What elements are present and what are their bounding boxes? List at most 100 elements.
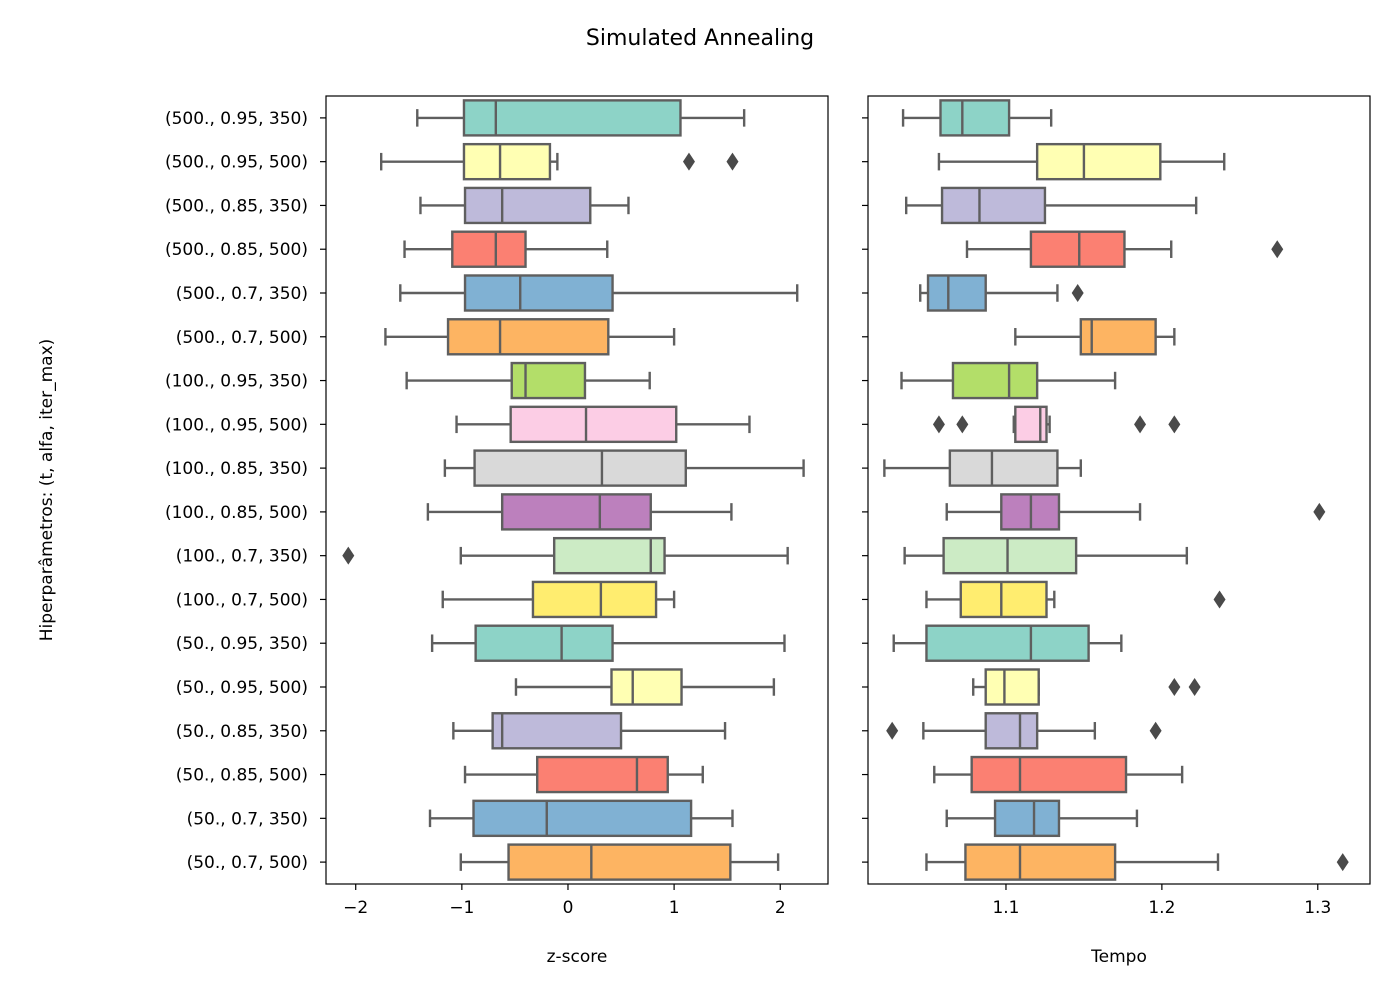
- iqr-box: [473, 449, 687, 487]
- outlier-marker: [932, 415, 945, 434]
- tempo-box-group: [932, 405, 1181, 444]
- category-label: (500., 0.95, 500): [165, 153, 308, 173]
- category-label: (100., 0.95, 350): [165, 372, 308, 392]
- outlier-marker: [682, 152, 695, 171]
- category-label: (500., 0.85, 350): [165, 196, 308, 216]
- iqr-box: [472, 799, 693, 838]
- zscore-x-tick-label: 2: [775, 898, 786, 918]
- iqr-box: [507, 843, 732, 881]
- tempo-box-group: [945, 799, 1139, 838]
- category-label: (50., 0.85, 350): [176, 722, 308, 742]
- iqr-box: [446, 318, 610, 356]
- chart-title: Simulated Annealing: [586, 26, 814, 51]
- iqr-box: [940, 186, 1047, 225]
- tempo-x-tick-label: 1.1: [992, 898, 1019, 918]
- outlier-marker: [956, 415, 969, 434]
- zscore-box-group: [384, 318, 676, 356]
- zscore-box-group: [514, 668, 776, 706]
- category-label: (50., 0.7, 500): [187, 853, 308, 873]
- zscore-x-tick-label: −1: [449, 898, 474, 918]
- zscore-box-group: [463, 755, 704, 794]
- iqr-box: [509, 405, 678, 444]
- tempo-box-group: [933, 755, 1184, 794]
- zscore-box-group: [441, 580, 676, 619]
- tempo-x-tick-label: 1.3: [1304, 898, 1331, 918]
- iqr-box: [948, 449, 1059, 487]
- iqr-box: [926, 274, 987, 312]
- zscore-box-group: [430, 624, 786, 662]
- category-label: (50., 0.95, 350): [176, 634, 308, 654]
- tempo-box-group: [945, 493, 1326, 531]
- tempo-box-group: [972, 668, 1201, 706]
- category-label: (100., 0.85, 500): [165, 503, 308, 523]
- tempo-box-group: [892, 624, 1123, 662]
- category-label: (500., 0.7, 500): [176, 328, 308, 348]
- tempo-box-group: [1014, 318, 1176, 356]
- tempo-box-group: [925, 580, 1226, 619]
- zscore-box-group: [455, 405, 751, 444]
- tempo-box-group: [904, 186, 1198, 225]
- iqr-box: [984, 668, 1040, 706]
- zscore-x-tick-label: −2: [343, 898, 368, 918]
- category-label: (100., 0.85, 350): [165, 459, 308, 479]
- outlier-marker: [1168, 678, 1181, 696]
- iqr-box: [993, 799, 1061, 838]
- category-label: (500., 0.7, 350): [176, 284, 308, 304]
- zscore-box-group: [379, 142, 739, 181]
- iqr-box: [942, 536, 1078, 575]
- zscore-panel: (500., 0.95, 350) (500., 0.95, 500) (500.,…: [165, 99, 805, 918]
- zscore-box-group: [428, 799, 734, 838]
- category-label: (500., 0.85, 500): [165, 240, 308, 260]
- outlier-marker: [1168, 415, 1181, 434]
- zscore-box-group: [419, 186, 630, 225]
- iqr-box: [925, 624, 1090, 662]
- iqr-box: [463, 186, 592, 225]
- iqr-box: [959, 580, 1048, 619]
- zscore-box-group: [399, 274, 799, 312]
- iqr-box: [462, 99, 682, 137]
- iqr-box: [531, 580, 658, 619]
- category-label: (500., 0.95, 350): [165, 109, 308, 129]
- iqr-box: [462, 142, 552, 181]
- outlier-marker: [1134, 415, 1147, 434]
- zscore-x-tick-label: 0: [563, 898, 574, 918]
- iqr-box: [939, 99, 1011, 137]
- outlier-marker: [1213, 590, 1226, 609]
- tempo-box-group: [937, 142, 1226, 181]
- iqr-box: [500, 493, 652, 531]
- tempo-box-group: [886, 712, 1162, 750]
- tempo-box-group: [901, 99, 1053, 137]
- tempo-box-group: [900, 361, 1117, 400]
- zscore-box-group: [416, 99, 746, 137]
- iqr-box: [536, 755, 669, 794]
- outlier-marker: [1313, 502, 1326, 521]
- tempo-box-group: [965, 230, 1284, 268]
- iqr-box: [984, 712, 1039, 750]
- outlier-marker: [1188, 678, 1201, 696]
- zscore-box-group: [426, 493, 733, 531]
- tempo-axes-frame: [867, 95, 1371, 885]
- tempo-box-group: [883, 449, 1083, 487]
- iqr-box: [463, 274, 614, 312]
- zscore-box-group: [452, 712, 727, 750]
- iqr-box: [610, 668, 683, 706]
- iqr-box: [474, 624, 614, 662]
- outlier-marker: [726, 152, 739, 171]
- tempo-box-group: [925, 843, 1349, 881]
- y-axis-label: Hiperparâmetros: (t, alfa, iter_max): [37, 339, 57, 642]
- category-label: (50., 0.7, 350): [187, 809, 308, 829]
- tempo-x-tick-label: 1.2: [1148, 898, 1175, 918]
- category-label: (100., 0.7, 500): [176, 590, 308, 610]
- zscore-box-group: [459, 843, 780, 881]
- zscore-x-axis-label: z-score: [547, 947, 608, 967]
- tempo-panel: 1.1 1.2 1.3: [862, 99, 1349, 918]
- zscore-box-group: [443, 449, 805, 487]
- zscore-x-tick-label: 1: [669, 898, 680, 918]
- category-label: (50., 0.85, 500): [176, 766, 308, 786]
- outlier-marker: [886, 721, 899, 740]
- iqr-box: [491, 712, 623, 750]
- outlier-marker: [1271, 240, 1284, 259]
- iqr-box: [1079, 318, 1157, 356]
